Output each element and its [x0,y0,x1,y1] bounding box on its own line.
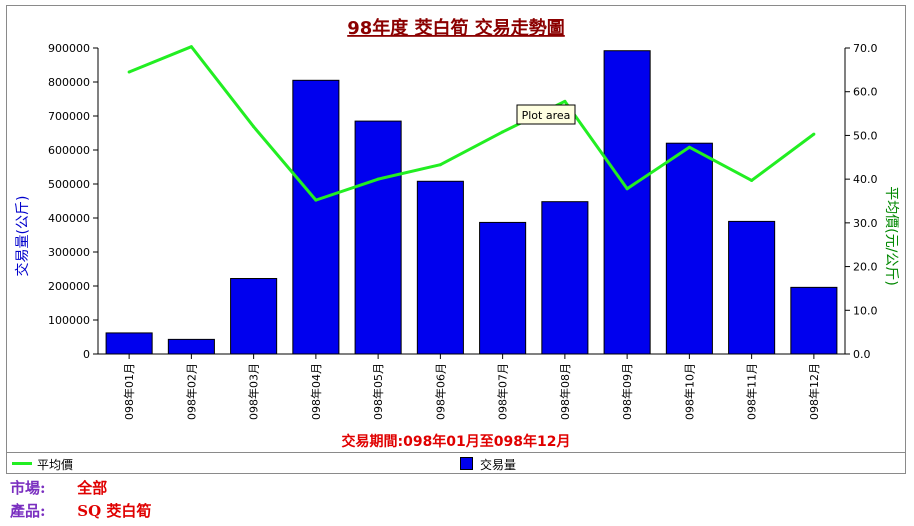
x-tick-label: 098年08月 [558,363,572,420]
left-tick-label: 900000 [48,42,90,55]
bar-1 [105,332,153,355]
right-tick-label: 30.0 [853,217,878,230]
left-tick-label: 700000 [48,110,90,123]
legend-bar-label: 交易量 [480,458,517,472]
chart-subtitle: 交易期間:098年01月至098年12月 [341,433,570,450]
product-label: 產品: [10,502,46,520]
bar-12 [790,286,838,355]
plot-area-tooltip: Plot area [516,104,576,125]
chart-title: 98年度 茭白筍 交易走勢圖 [347,17,565,39]
left-tick-label: 500000 [48,178,90,191]
chart-svg: 98年度 茭白筍 交易走勢圖 交易期間:098年01月至098年12月 交易量(… [14,17,900,450]
x-tick-label: 098年11月 [745,363,759,420]
right-tick-label: 10.0 [853,304,878,317]
price-point-2 [189,45,193,49]
right-axis-label: 平均價(元/公斤) [883,186,900,286]
price-point-4 [314,198,318,202]
x-tick-label: 098年04月 [309,363,323,420]
x-tick-label: 098年10月 [682,363,696,420]
price-line [128,45,815,202]
left-axis-label: 交易量(公斤) [14,196,31,277]
x-tick-label: 098年03月 [247,363,261,420]
right-tick-label: 40.0 [853,173,878,186]
right-tick-label: 0.0 [853,348,871,361]
left-tick-label: 100000 [48,314,90,327]
left-tick-label: 400000 [48,212,90,225]
bar-9 [603,50,651,355]
left-tick-label: 600000 [48,144,90,157]
x-tick-label: 098年02月 [184,363,198,420]
bar-6 [416,180,464,355]
price-point-11 [750,178,754,182]
bars-layer [105,50,838,355]
bar-4 [292,79,340,355]
right-tick-label: 50.0 [853,129,878,142]
bar-7 [479,221,527,355]
line-layer [127,45,816,202]
price-point-3 [252,125,256,129]
chart-frame: 98年度 茭白筍 交易走勢圖 交易期間:098年01月至098年12月 交易量(… [6,5,906,453]
bar-11 [728,220,776,355]
bar-2 [167,338,215,355]
legend-line-swatch [12,462,32,465]
price-point-5 [376,177,380,181]
price-point-7 [501,130,505,134]
market-value: 全部 [77,479,108,497]
left-tick-label: 0 [83,348,90,361]
x-tick-label: 098年09月 [620,363,634,420]
market-label: 市場: [10,479,46,497]
price-point-10 [687,145,691,149]
x-tick-label: 098年06月 [433,363,447,420]
right-tick-label: 70.0 [853,42,878,55]
tooltip-box [516,104,576,125]
right-tick-label: 60.0 [853,86,878,99]
x-tick-label: 098年12月 [807,363,821,420]
x-tick-label: 098年05月 [371,363,385,420]
x-tick-label: 098年07月 [496,363,510,420]
price-point-9 [625,187,629,191]
price-point-6 [438,163,442,167]
bar-3 [230,278,278,355]
tooltip-text: Plot area [522,109,571,122]
market-row: 市場: 全部 [10,477,107,498]
price-point-1 [127,70,131,74]
axes-layer: 900000 800000 700000 600000 500000 400000 3000… [48,42,878,420]
product-value: SQ 茭白筍 [77,502,152,520]
left-tick-label: 300000 [48,246,90,259]
bar-5 [354,120,402,355]
legend-line-label: 平均價 [37,458,74,472]
bar-10 [665,142,713,355]
legend-bar-swatch [460,457,473,470]
price-point-12 [812,132,816,136]
right-tick-label: 20.0 [853,261,878,274]
price-point-8 [563,99,567,103]
x-tick-label: 098年01月 [122,363,136,420]
product-row: 產品: SQ 茭白筍 [10,500,151,521]
bar-8 [541,201,589,355]
legend: 平均價 交易量 [6,453,906,474]
left-tick-label: 200000 [48,280,90,293]
left-tick-label: 800000 [48,76,90,89]
